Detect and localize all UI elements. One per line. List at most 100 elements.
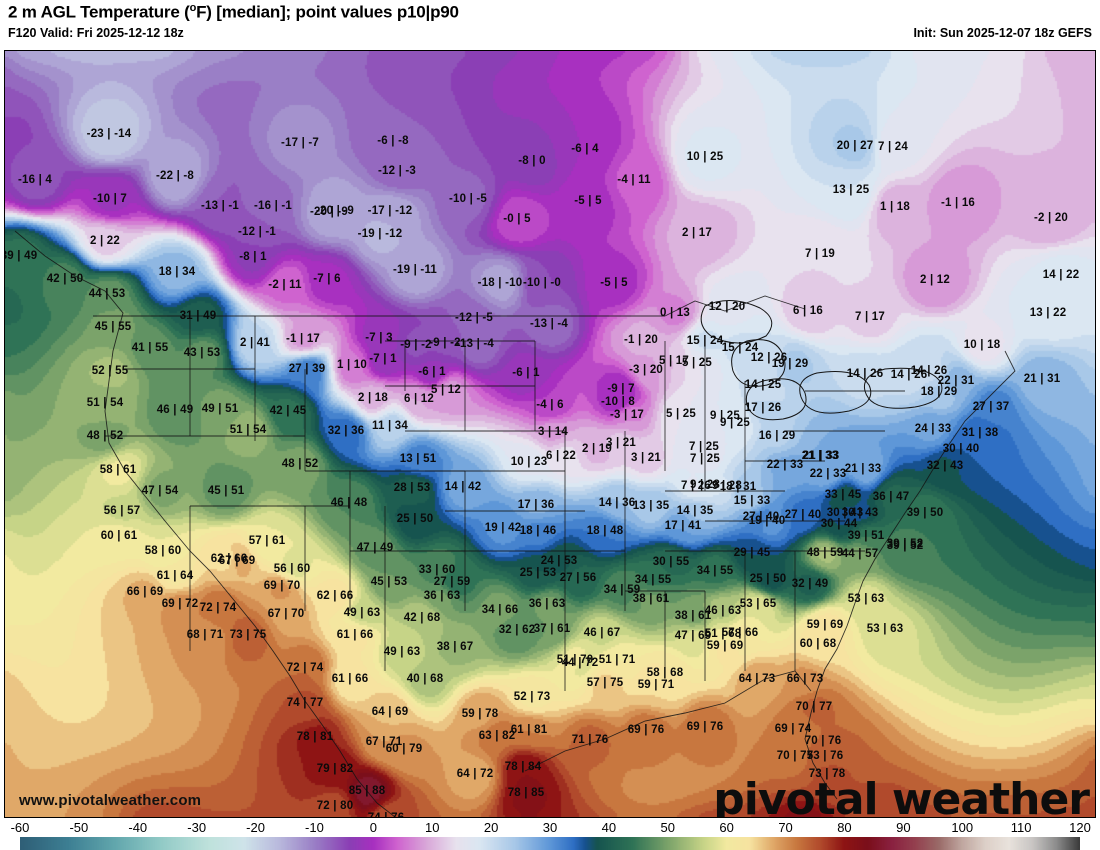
point-value-label: -12 | -3 [377, 165, 417, 177]
point-value-label: 24 | 33 [914, 423, 952, 435]
point-value-label: 7 | 24 [878, 141, 908, 153]
point-value-label: 49 | 63 [343, 607, 381, 619]
point-value-label: -10 | -0 [522, 277, 562, 289]
point-value-label: 2 | 22 [90, 235, 120, 247]
point-value-label: 48 | 52 [281, 458, 319, 470]
point-value-label: 32 | 36 [327, 425, 365, 437]
point-value-label: -2 | 20 [1033, 212, 1069, 224]
point-value-label: 22 | 31 [937, 375, 975, 387]
point-value-label: 36 | 63 [528, 598, 566, 610]
point-value-label: 58 | 68 [646, 667, 684, 679]
colorbar-tick: 20 [483, 820, 499, 835]
map-panel[interactable]: -23 | -14 -16 | 4 -22 | -8 -10 | 7 -17 | -7 -… [4, 50, 1096, 818]
point-value-label: 52 | 55 [91, 365, 129, 377]
point-value-label: 39 | 50 [906, 507, 944, 519]
point-value-label: 73 | 75 [229, 629, 267, 641]
point-value-label: 72 | 80 [316, 800, 354, 812]
point-value-label: 69 | 74 [774, 723, 812, 735]
point-value-label: 45 | 51 [207, 485, 245, 497]
point-value-label: 7 | 19 [805, 248, 835, 260]
point-value-label: 6 | 12 [404, 393, 434, 405]
point-value-label: -19 | -11 [392, 264, 438, 276]
point-value-label: 70 | 76 [804, 735, 842, 747]
point-value-label: -1 | 20 [623, 334, 659, 346]
colorbar-tick: -10 [305, 820, 324, 835]
point-value-label: 43 | 53 [183, 347, 221, 359]
colorbar-tick: 0 [369, 820, 377, 835]
colorbar-tick: 90 [896, 820, 911, 835]
point-value-label: 29 | 45 [733, 547, 771, 559]
point-value-label: 72 | 74 [286, 662, 324, 674]
point-value-label: 22 | 33 [766, 459, 804, 471]
point-value-label: 15 | 24 [721, 342, 759, 354]
point-value-label: 7 | 25 [689, 441, 719, 453]
point-value-label: 34 | 55 [696, 565, 734, 577]
point-value-label: -3 | 20 [628, 364, 664, 376]
point-value-label: 14 | 36 [598, 497, 636, 509]
point-value-label: 39 | 52 [886, 540, 924, 552]
point-value-label: 31 | 38 [961, 427, 999, 439]
temperature-field-canvas [5, 51, 1095, 817]
point-value-label: 51 | 54 [86, 397, 124, 409]
point-value-label: 18 | 48 [586, 525, 624, 537]
point-value-label: 14 | 26 [910, 365, 948, 377]
point-value-label: 64 | 69 [371, 706, 409, 718]
point-value-label: 59 | 69 [806, 619, 844, 631]
point-value-label: 30 | 43 [826, 507, 864, 519]
colorbar-tick: 60 [719, 820, 734, 835]
point-value-label: 48 | 52 [86, 430, 124, 442]
point-value-label: 31 | 49 [179, 310, 217, 322]
point-value-label: 49 | 51 [201, 403, 239, 415]
point-value-label: 27 | 59 [433, 576, 471, 588]
point-value-label: 14 | 22 [1042, 269, 1080, 281]
point-value-label: 28 | 53 [393, 482, 431, 494]
point-value-label: 25 | 50 [749, 573, 787, 585]
point-value-label: 34 | 66 [481, 604, 519, 616]
point-value-label: 79 | 82 [316, 763, 354, 775]
point-value-label: 64 | 73 [738, 673, 776, 685]
page-title-main: 2 m AGL Temperature ( [8, 2, 190, 22]
point-value-label: 85 | 88 [348, 785, 386, 797]
point-value-label: 51 | 70 [556, 654, 594, 666]
point-value-label: 47 | 54 [141, 485, 179, 497]
header: 2 m AGL Temperature (oF) [median]; point… [0, 0, 1100, 52]
point-value-label: 2 | 17 [682, 227, 712, 239]
point-value-label: 17 | 26 [744, 402, 782, 414]
site-url-watermark: www.pivotalweather.com [19, 792, 202, 809]
colorbar[interactable]: -60 -50 -40 -30 -20 -10 0 10 20 30 40 50 60 70 80 90 100… [4, 820, 1096, 850]
point-value-label: 62 | 66 [316, 590, 354, 602]
point-value-label: 18 | 34 [158, 266, 196, 278]
point-value-label: -7 | 1 [369, 353, 397, 365]
point-value-label: 57 | 61 [248, 535, 286, 547]
point-value-label: 36 | 63 [423, 590, 461, 602]
point-value-label: 66 | 69 [126, 586, 164, 598]
point-value-label: 13 | 35 [632, 500, 670, 512]
point-value-label: 51 | 71 [598, 654, 636, 666]
point-value-label: 21 | 33 [844, 463, 882, 475]
point-value-label: 7 | 25 [690, 453, 720, 465]
point-value-label: 49 | 63 [383, 646, 421, 658]
valid-time-label: F120 Valid: Fri 2025-12-12 18z [8, 26, 184, 40]
point-value-label: -12 | -5 [454, 312, 494, 324]
point-value-label: 46 | 48 [330, 497, 368, 509]
point-value-label: 46 | 67 [583, 627, 621, 639]
point-value-label: -20 | -9 [309, 206, 349, 218]
point-value-label: 14 | 35 [676, 505, 714, 517]
point-value-label: 41 | 55 [131, 342, 169, 354]
point-value-label: 51 | 68 [704, 628, 742, 640]
point-value-label: 20 | 27 [836, 140, 874, 152]
point-value-label: 67 | 71 [365, 736, 403, 748]
point-value-label: 0 | 13 [660, 307, 690, 319]
point-value-label: 19 | 29 [771, 358, 809, 370]
point-value-label: -5 | 5 [600, 277, 628, 289]
point-value-label: 53 | 63 [866, 623, 904, 635]
point-value-label: 69 | 76 [686, 721, 724, 733]
point-value-label: 21 | 31 [1023, 373, 1061, 385]
point-value-label: -16 | 4 [17, 174, 53, 186]
point-value-label: 70 | 75 [776, 750, 814, 762]
colorbar-ticks: -60 -50 -40 -30 -20 -10 0 10 20 30 40 50 60 70 80 90 100… [4, 820, 1096, 836]
point-value-label: 14 | 26 [890, 369, 928, 381]
point-value-label: 6 | 22 [546, 450, 576, 462]
point-value-label: 78 | 81 [296, 731, 334, 743]
colorbar-tick: 110 [1010, 820, 1032, 835]
